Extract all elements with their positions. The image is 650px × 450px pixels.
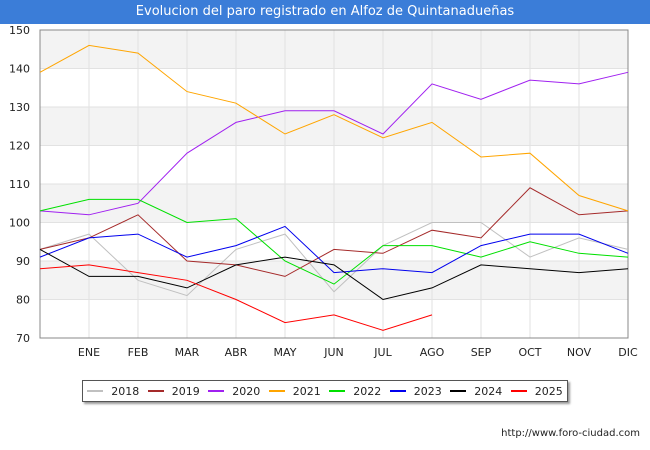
legend-label: 2019	[171, 384, 200, 398]
x-tick-label: AGO	[420, 346, 445, 359]
source-url[interactable]: http://www.foro-ciudad.com	[501, 428, 640, 439]
legend-label: 2024	[474, 384, 503, 398]
legend-item-2018: 2018	[87, 385, 139, 398]
y-tick-label: 70	[16, 332, 30, 345]
x-tick-label: FEB	[128, 346, 149, 359]
legend-swatch	[389, 390, 406, 392]
y-tick-label: 150	[9, 24, 30, 37]
chart-title: Evolucion del paro registrado en Alfoz d…	[0, 0, 650, 24]
legend-label: 2018	[111, 384, 140, 398]
legend-item-2021: 2021	[268, 384, 321, 398]
y-tick-label: 110	[9, 178, 30, 191]
legend-label: 2022	[353, 384, 382, 398]
legend-swatch	[147, 390, 164, 392]
legend-item-2019: 2019	[147, 384, 200, 398]
x-tick-label: DIC	[618, 346, 638, 359]
series-line-2023	[39, 225, 629, 274]
legend-item-2025: 2025	[510, 384, 563, 398]
series-line-2018	[39, 222, 629, 297]
series-line-2024	[39, 248, 629, 301]
series-line-2020	[39, 71, 629, 216]
y-tick-label: 140	[9, 63, 30, 76]
series-line-2022	[39, 198, 629, 285]
y-tick-label: 100	[9, 217, 30, 230]
legend-label: 2023	[413, 384, 442, 398]
legend-label: 2020	[232, 384, 261, 398]
legend-item-2023: 2023	[389, 384, 442, 398]
series-line-2019	[39, 187, 629, 277]
legend-item-2020: 2020	[208, 385, 260, 398]
legend-swatch	[268, 390, 285, 392]
x-tick-label: MAY	[274, 346, 297, 359]
x-tick-label: JUN	[323, 346, 344, 359]
series-line-2025	[39, 264, 433, 331]
x-tick-label: OCT	[518, 346, 541, 359]
y-tick-label: 90	[16, 255, 30, 268]
legend-swatch	[329, 390, 346, 392]
legend-label: 2021	[292, 384, 321, 398]
y-tick-label: 80	[16, 294, 30, 307]
y-tick-label: 130	[9, 101, 30, 114]
legend-label: 2025	[534, 384, 563, 398]
plot-frame	[39, 29, 629, 339]
legend-swatch	[450, 390, 467, 392]
series-line-2021	[39, 44, 629, 212]
legend-swatch	[208, 390, 225, 392]
x-tick-label: NOV	[567, 346, 592, 359]
x-tick-label: ENE	[78, 346, 100, 359]
x-tick-label: JUL	[373, 346, 392, 359]
x-tick-label: SEP	[471, 346, 492, 359]
legend-swatch	[510, 390, 527, 392]
chart-legend: 2018 2019 2020 2021 2022 2023 2024 2025	[82, 380, 568, 402]
y-tick-label: 120	[9, 140, 30, 153]
x-tick-label: MAR	[175, 346, 200, 359]
x-tick-label: ABR	[225, 346, 248, 359]
legend-item-2024: 2024	[450, 385, 502, 398]
legend-swatch	[87, 390, 104, 392]
legend-item-2022: 2022	[329, 385, 381, 398]
